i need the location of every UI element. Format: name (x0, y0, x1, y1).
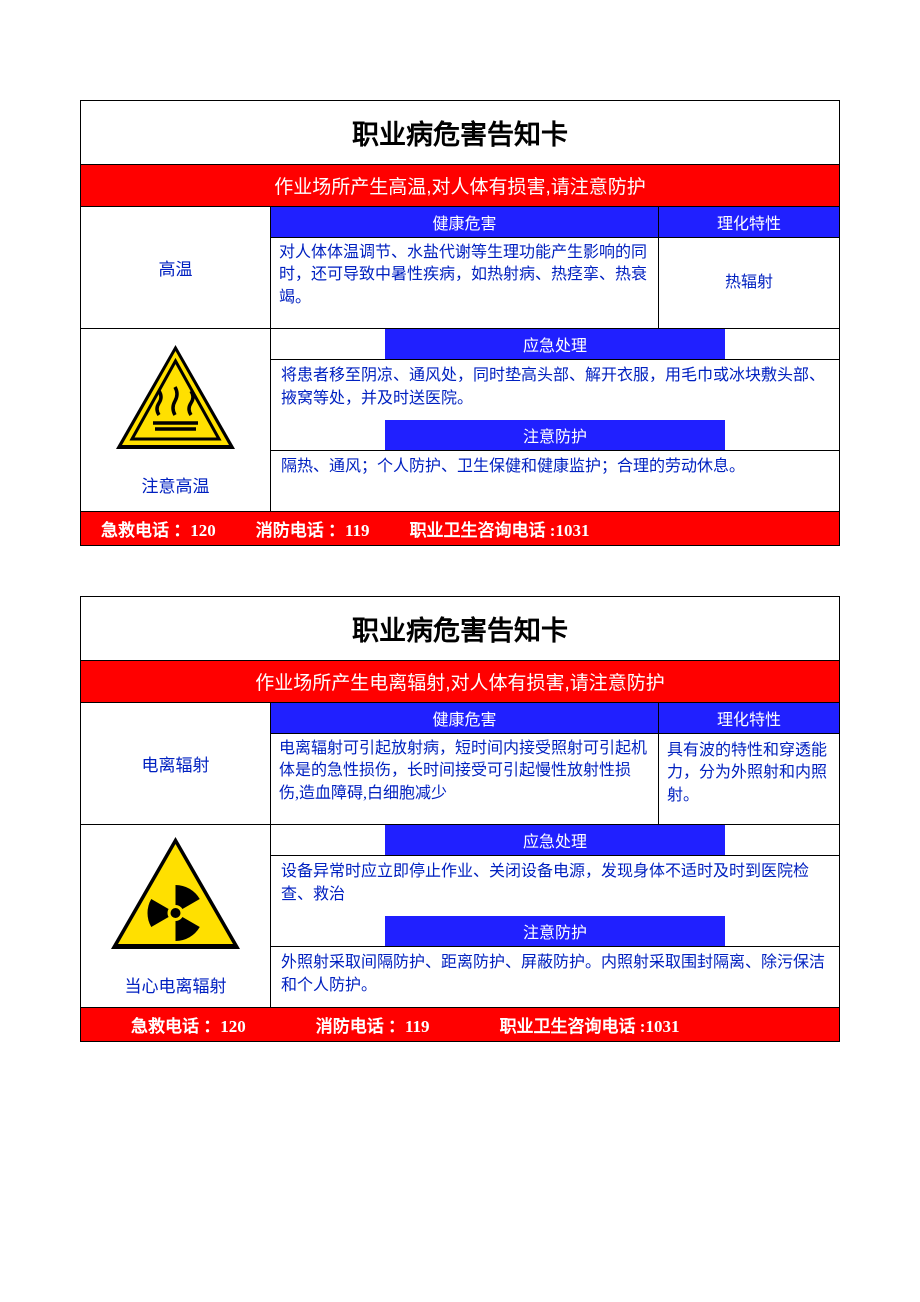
phone-occ: 职业卫生咨询电话 :1031 (500, 1012, 680, 1037)
header-phys: 理化特性 (659, 703, 839, 734)
col-sections: 应急处理 将患者移至阴凉、通风处，同时垫高头部、解开衣服，用毛巾或冰块敷头部、掖… (271, 329, 839, 511)
row-detail: 注意高温 应急处理 将患者移至阴凉、通风处，同时垫高头部、解开衣服，用毛巾或冰块… (81, 329, 839, 512)
icon-label: 当心电离辐射 (125, 972, 227, 997)
header-emergency: 应急处理 (385, 825, 725, 855)
text-protection: 隔热、通风；个人防护、卫生保健和健康监护；合理的劳动休息。 (271, 451, 839, 511)
header-protection: 注意防护 (385, 916, 725, 946)
phone-fire: 消防电话 ：119 (316, 1012, 430, 1037)
row-detail: 当心电离辐射 应急处理 设备异常时应立即停止作业、关闭设备电源，发现身体不适时及… (81, 825, 839, 1008)
text-emergency: 将患者移至阴凉、通风处，同时垫高头部、解开衣服，用毛巾或冰块敷头部、掖窝等处，并… (271, 360, 839, 420)
warning-bar: 作业场所产生高温,对人体有损害,请注意防护 (81, 165, 839, 207)
phone-emergency: 急救电话 ：120 (131, 1012, 246, 1037)
hazard-name: 高温 (81, 207, 271, 328)
heat-warning-icon (113, 343, 238, 458)
header-health: 健康危害 (271, 207, 658, 238)
text-health: 电离辐射可引起放射病，短时间内接受照射可引起机体是的急性损伤，长时间接受可引起慢… (271, 734, 658, 824)
text-protection: 外照射采取间隔防护、距离防护、屏蔽防护。内照射采取围封隔离、除污保洁和个人防护。 (271, 947, 839, 1007)
header-protection: 注意防护 (385, 420, 725, 450)
phone-bar: 急救电话 ：120 消防电话 ：119 职业卫生咨询电话 :1031 (81, 512, 839, 545)
header-phys: 理化特性 (659, 207, 839, 238)
hazard-icon-block: 注意高温 (81, 329, 271, 511)
col-phys: 理化特性 热辐射 (659, 207, 839, 328)
section-protection: 注意防护 隔热、通风；个人防护、卫生保健和健康监护；合理的劳动休息。 (271, 420, 839, 511)
col-sections: 应急处理 设备异常时应立即停止作业、关闭设备电源，发现身体不适时及时到医院检查、… (271, 825, 839, 1007)
section-protection: 注意防护 外照射采取间隔防护、距离防护、屏蔽防护。内照射采取围封隔离、除污保洁和… (271, 916, 839, 1007)
phone-occ: 职业卫生咨询电话 :1031 (410, 516, 590, 541)
section-emergency: 应急处理 将患者移至阴凉、通风处，同时垫高头部、解开衣服，用毛巾或冰块敷头部、掖… (271, 329, 839, 420)
header-health: 健康危害 (271, 703, 658, 734)
radiation-warning-icon (108, 835, 243, 958)
phone-fire: 消防电话 ：119 (256, 516, 370, 541)
text-phys: 热辐射 (659, 238, 839, 328)
card-title: 职业病危害告知卡 (81, 101, 839, 165)
phone-bar: 急救电话 ：120 消防电话 ：119 职业卫生咨询电话 :1031 (81, 1008, 839, 1041)
row-info: 电离辐射 健康危害 电离辐射可引起放射病，短时间内接受照射可引起机体是的急性损伤… (81, 703, 839, 825)
col-health: 健康危害 电离辐射可引起放射病，短时间内接受照射可引起机体是的急性损伤，长时间接… (271, 703, 659, 824)
hazard-card: 职业病危害告知卡 作业场所产生电离辐射,对人体有损害,请注意防护 电离辐射 健康… (80, 596, 840, 1042)
hazard-icon-block: 当心电离辐射 (81, 825, 271, 1007)
col-phys: 理化特性 具有波的特性和穿透能力，分为外照射和内照射。 (659, 703, 839, 824)
text-phys: 具有波的特性和穿透能力，分为外照射和内照射。 (659, 734, 839, 824)
text-emergency: 设备异常时应立即停止作业、关闭设备电源，发现身体不适时及时到医院检查、救治 (271, 856, 839, 916)
row-info: 高温 健康危害 对人体体温调节、水盐代谢等生理功能产生影响的同时，还可导致中暑性… (81, 207, 839, 329)
text-health: 对人体体温调节、水盐代谢等生理功能产生影响的同时，还可导致中暑性疾病，如热射病、… (271, 238, 658, 328)
warning-bar: 作业场所产生电离辐射,对人体有损害,请注意防护 (81, 661, 839, 703)
col-health: 健康危害 对人体体温调节、水盐代谢等生理功能产生影响的同时，还可导致中暑性疾病，… (271, 207, 659, 328)
section-emergency: 应急处理 设备异常时应立即停止作业、关闭设备电源，发现身体不适时及时到医院检查、… (271, 825, 839, 916)
hazard-name: 电离辐射 (81, 703, 271, 824)
hazard-card: 职业病危害告知卡 作业场所产生高温,对人体有损害,请注意防护 高温 健康危害 对… (80, 100, 840, 546)
header-emergency: 应急处理 (385, 329, 725, 359)
card-title: 职业病危害告知卡 (81, 597, 839, 661)
icon-label: 注意高温 (142, 472, 210, 497)
phone-emergency: 急救电话 ：120 (101, 516, 216, 541)
